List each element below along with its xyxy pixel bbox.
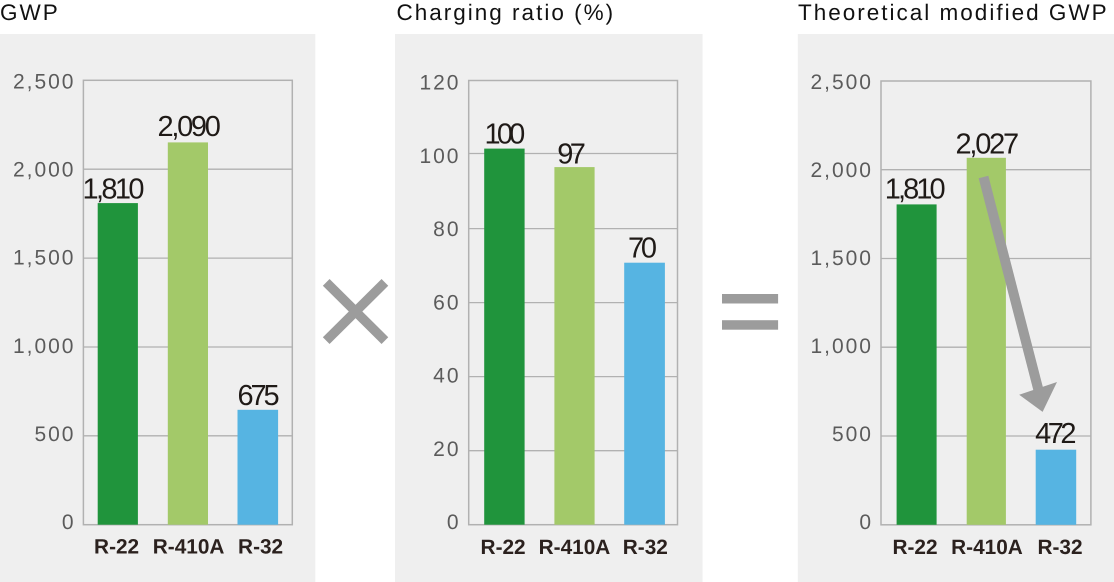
svg-text:20: 20	[433, 438, 460, 461]
svg-text:1,500: 1,500	[13, 247, 76, 270]
svg-text:2,027: 2,027	[956, 129, 1020, 161]
svg-text:2,090: 2,090	[158, 111, 221, 143]
svg-text:R-410A: R-410A	[539, 536, 611, 559]
svg-text:R-22: R-22	[481, 536, 526, 559]
svg-text:1,000: 1,000	[810, 335, 873, 358]
svg-text:500: 500	[34, 423, 75, 446]
svg-text:472: 472	[1035, 418, 1076, 450]
svg-text:0: 0	[859, 511, 873, 534]
svg-text:70: 70	[628, 232, 657, 264]
svg-text:R-22: R-22	[892, 536, 937, 559]
svg-text:R-32: R-32	[238, 536, 283, 559]
svg-text:675: 675	[238, 380, 280, 412]
svg-text:120: 120	[419, 72, 460, 95]
svg-text:0: 0	[62, 511, 76, 534]
svg-text:R-32: R-32	[1037, 536, 1082, 559]
svg-text:100: 100	[485, 118, 526, 150]
svg-text:2,500: 2,500	[13, 71, 76, 94]
svg-text:1,000: 1,000	[13, 335, 76, 358]
svg-text:1,810: 1,810	[83, 173, 145, 205]
svg-text:R-22: R-22	[94, 536, 139, 559]
svg-text:100: 100	[419, 145, 460, 168]
svg-text:0: 0	[447, 511, 461, 534]
svg-text:2,000: 2,000	[13, 159, 76, 182]
svg-text:1,500: 1,500	[810, 247, 873, 270]
svg-text:500: 500	[832, 423, 873, 446]
svg-text:R-410A: R-410A	[153, 536, 225, 559]
svg-text:Theoretical modified GWP: Theoretical modified GWP	[798, 0, 1109, 25]
svg-text:R-32: R-32	[623, 536, 668, 559]
svg-text:80: 80	[433, 218, 460, 241]
svg-text:R-410A: R-410A	[951, 536, 1023, 559]
svg-text:2,000: 2,000	[810, 159, 873, 182]
svg-text:1,810: 1,810	[885, 174, 946, 206]
svg-text:97: 97	[557, 138, 586, 170]
svg-text:2,500: 2,500	[810, 71, 873, 94]
svg-text:40: 40	[433, 365, 460, 388]
svg-text:60: 60	[433, 291, 460, 314]
svg-text:Charging ratio (%): Charging ratio (%)	[397, 0, 616, 25]
svg-text:GWP: GWP	[0, 0, 60, 25]
